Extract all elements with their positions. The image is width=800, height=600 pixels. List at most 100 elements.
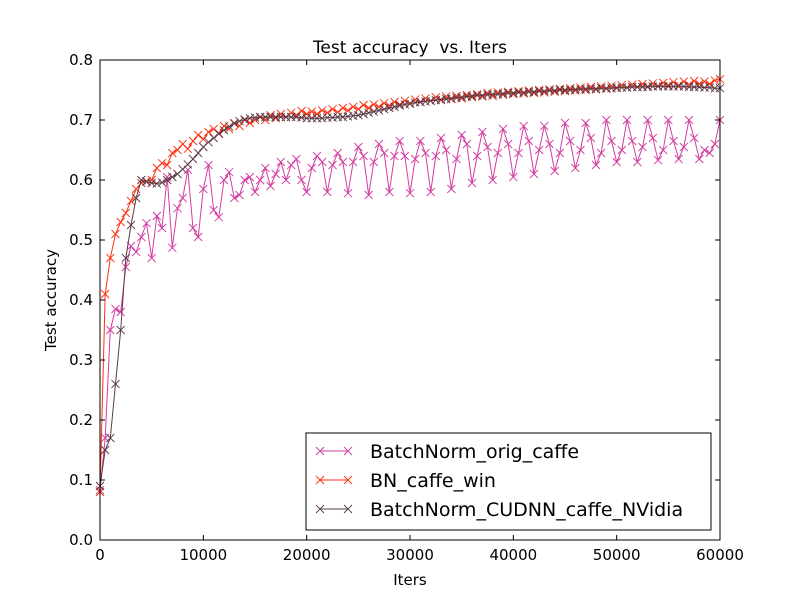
data-point-marker bbox=[555, 84, 565, 94]
data-point-marker bbox=[106, 253, 115, 263]
data-point-marker bbox=[354, 142, 363, 152]
data-point-marker bbox=[131, 247, 141, 257]
data-point-marker bbox=[674, 80, 683, 90]
data-point-marker bbox=[106, 433, 115, 443]
y-axis-label: Test accuracy bbox=[42, 249, 60, 352]
data-point-marker bbox=[545, 85, 554, 94]
data-point-marker bbox=[131, 193, 141, 203]
data-point-marker bbox=[653, 155, 663, 165]
data-point-marker bbox=[540, 121, 549, 131]
data-point-marker bbox=[219, 175, 229, 185]
data-point-marker bbox=[111, 304, 120, 314]
data-point-marker bbox=[240, 115, 249, 124]
data-point-marker bbox=[405, 188, 415, 198]
data-point-marker bbox=[669, 136, 678, 146]
data-point-marker bbox=[586, 133, 596, 143]
data-point-marker bbox=[710, 139, 720, 149]
data-point-marker bbox=[416, 136, 425, 146]
data-point-marker bbox=[111, 379, 120, 389]
data-point-marker bbox=[534, 145, 544, 155]
data-point-marker bbox=[157, 178, 167, 187]
data-point-marker bbox=[540, 88, 549, 97]
data-point-marker bbox=[224, 167, 234, 177]
data-point-marker bbox=[689, 76, 699, 86]
data-point-marker bbox=[524, 136, 534, 146]
data-point-marker bbox=[116, 307, 125, 317]
data-point-marker bbox=[379, 148, 389, 158]
data-point-marker bbox=[152, 211, 162, 221]
data-point-marker bbox=[493, 148, 503, 158]
data-point-marker bbox=[509, 172, 518, 182]
data-point-marker bbox=[369, 107, 379, 116]
chart-title: Test accuracy vs. Iters bbox=[312, 38, 507, 58]
data-point-marker bbox=[157, 158, 167, 168]
data-point-marker bbox=[328, 104, 337, 114]
x-tick-label: 60000 bbox=[696, 546, 744, 564]
data-point-marker bbox=[307, 107, 317, 116]
data-point-marker bbox=[390, 151, 399, 161]
data-point-marker bbox=[395, 136, 404, 146]
data-point-marker bbox=[514, 86, 523, 96]
data-point-marker bbox=[374, 139, 384, 149]
data-point-marker bbox=[214, 129, 224, 139]
data-point-marker bbox=[204, 127, 213, 137]
data-point-marker bbox=[431, 151, 441, 161]
data-point-marker bbox=[126, 220, 136, 230]
y-tick-label: 0.8 bbox=[69, 51, 93, 69]
data-point-marker bbox=[302, 187, 311, 197]
data-point-marker bbox=[359, 100, 368, 110]
data-point-marker bbox=[348, 102, 358, 112]
data-point-marker bbox=[183, 144, 193, 154]
data-point-marker bbox=[478, 127, 487, 137]
data-point-marker bbox=[312, 109, 322, 119]
data-point-marker bbox=[250, 187, 260, 197]
data-point-marker bbox=[209, 133, 218, 143]
legend-marker bbox=[315, 504, 325, 514]
data-point-marker bbox=[529, 88, 539, 98]
data-point-marker bbox=[168, 172, 177, 182]
data-point-marker bbox=[385, 103, 394, 113]
data-point-marker bbox=[354, 110, 363, 120]
data-point-marker bbox=[596, 82, 606, 91]
data-point-marker bbox=[121, 208, 131, 218]
data-point-marker bbox=[565, 83, 575, 93]
data-point-marker bbox=[348, 157, 358, 167]
data-point-marker bbox=[493, 88, 503, 97]
data-point-marker bbox=[576, 83, 585, 92]
data-point-marker bbox=[224, 122, 234, 131]
data-point-marker bbox=[591, 160, 601, 170]
legend-marker bbox=[343, 446, 353, 456]
y-tick-label: 0.3 bbox=[69, 351, 93, 369]
data-point-marker bbox=[519, 89, 528, 98]
data-point-marker bbox=[276, 157, 286, 167]
data-point-marker bbox=[204, 137, 213, 147]
data-point-marker bbox=[286, 108, 296, 118]
data-point-marker bbox=[343, 188, 353, 198]
y-tick-label: 0.0 bbox=[69, 531, 93, 549]
data-point-marker bbox=[152, 179, 162, 188]
data-point-marker bbox=[193, 130, 203, 140]
data-point-marker bbox=[374, 106, 384, 115]
y-tick-label: 0.7 bbox=[69, 111, 93, 129]
data-point-marker bbox=[121, 262, 131, 272]
data-point-marker bbox=[617, 145, 627, 155]
data-point-marker bbox=[193, 232, 203, 242]
data-point-marker bbox=[452, 154, 461, 164]
data-point-marker bbox=[261, 163, 270, 173]
data-point-marker bbox=[199, 134, 208, 144]
data-point-marker bbox=[188, 154, 198, 164]
data-point-marker bbox=[503, 139, 513, 149]
data-point-marker bbox=[658, 78, 668, 88]
data-point-marker bbox=[633, 157, 642, 167]
data-point-marker bbox=[266, 110, 275, 120]
data-point-marker bbox=[230, 119, 239, 128]
data-point-marker bbox=[111, 229, 120, 239]
data-point-marker bbox=[478, 92, 487, 101]
data-point-marker bbox=[421, 148, 430, 158]
data-point-marker bbox=[173, 203, 182, 213]
data-point-marker bbox=[550, 166, 559, 176]
data-point-marker bbox=[447, 184, 456, 194]
data-point-marker bbox=[312, 151, 322, 161]
data-point-marker bbox=[178, 193, 187, 203]
